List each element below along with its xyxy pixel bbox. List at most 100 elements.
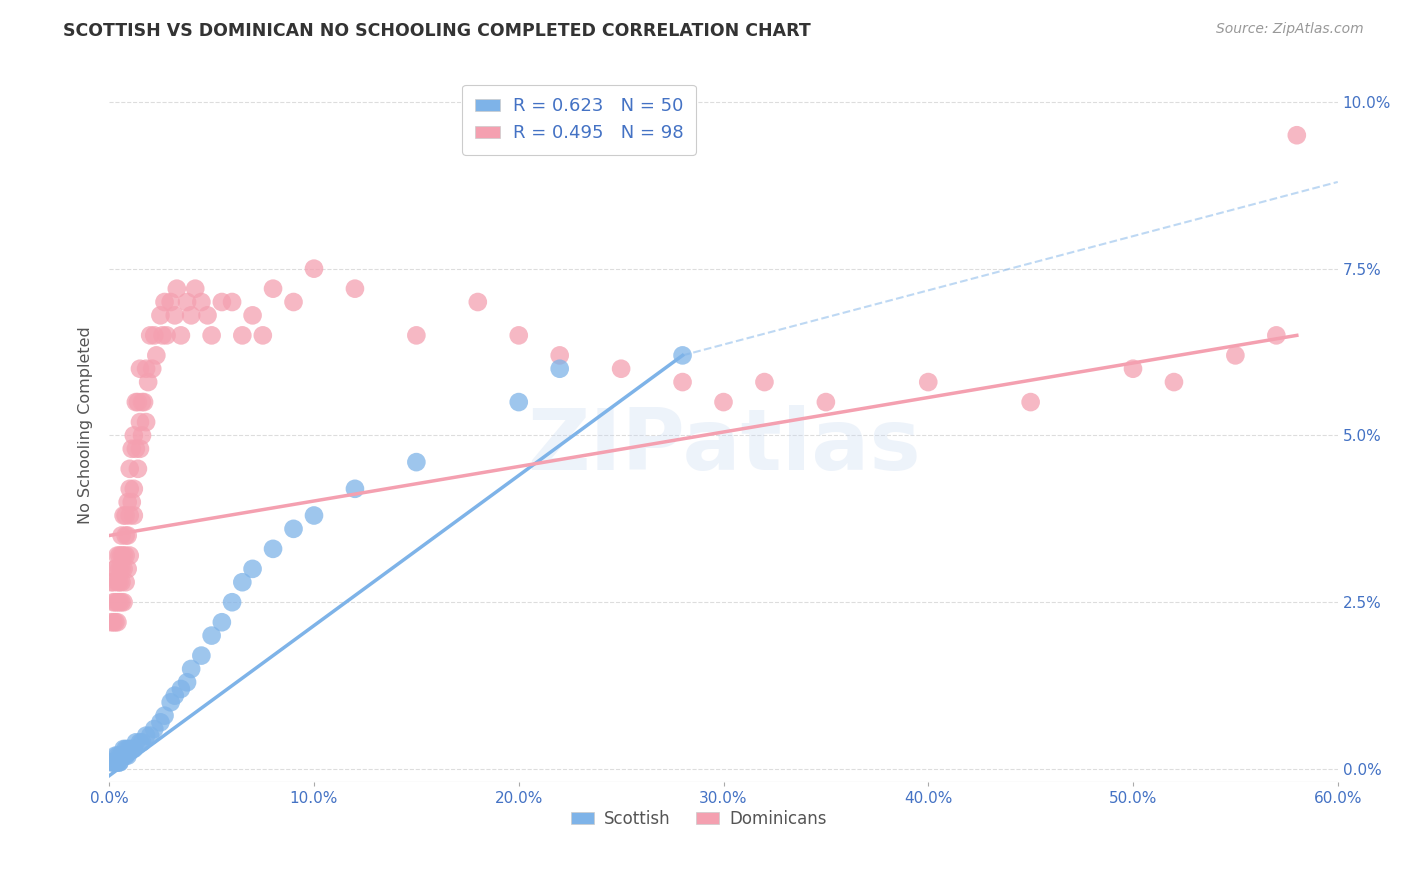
Point (242, 562, 264, 576)
Point (114, 508, 136, 523)
Point (104, 756, 127, 770)
Point (122, 482, 145, 496)
Point (125, 735, 148, 749)
Point (129, 442, 152, 456)
Point (110, 575, 132, 590)
Point (112, 508, 135, 523)
Point (252, 328, 274, 343)
Point (467, 295, 489, 310)
Point (508, 395, 530, 409)
Point (118, 482, 141, 496)
Point (184, 282, 207, 296)
Point (508, 328, 530, 343)
Point (104, 562, 127, 576)
Point (122, 508, 145, 523)
Point (107, 549, 129, 563)
Point (127, 395, 149, 409)
Legend: Scottish, Dominicans: Scottish, Dominicans (564, 804, 834, 835)
Point (159, 695, 181, 709)
Point (110, 748, 132, 763)
Point (104, 615, 127, 630)
Point (118, 742, 141, 756)
Point (117, 528, 139, 542)
Point (302, 261, 325, 276)
Point (548, 361, 571, 376)
Point (1265, 328, 1288, 343)
Point (131, 735, 153, 749)
Point (170, 328, 193, 343)
Point (103, 575, 125, 590)
Point (211, 615, 233, 630)
Point (180, 309, 202, 323)
Point (143, 328, 166, 343)
Point (262, 282, 284, 296)
Point (201, 328, 224, 343)
Point (155, 328, 177, 343)
Point (107, 756, 129, 770)
Point (114, 575, 136, 590)
Point (135, 361, 157, 376)
Point (118, 462, 141, 476)
Point (221, 595, 243, 609)
Point (262, 541, 284, 556)
Point (103, 756, 125, 770)
Point (1163, 375, 1185, 389)
Point (131, 428, 153, 442)
Point (104, 756, 127, 770)
Point (713, 395, 735, 409)
Point (112, 549, 135, 563)
Point (121, 742, 143, 756)
Point (302, 508, 325, 523)
Point (1285, 128, 1308, 143)
Y-axis label: No Schooling Completed: No Schooling Completed (79, 326, 93, 524)
Point (107, 575, 129, 590)
Point (149, 309, 172, 323)
Text: Source: ZipAtlas.com: Source: ZipAtlas.com (1216, 22, 1364, 37)
Point (114, 748, 136, 763)
Point (117, 748, 139, 763)
Point (149, 715, 172, 730)
Point (405, 455, 427, 469)
Point (135, 415, 157, 429)
Point (917, 375, 939, 389)
Point (211, 295, 233, 310)
Point (100, 756, 122, 770)
Point (671, 375, 693, 389)
Point (110, 748, 132, 763)
Point (108, 595, 131, 609)
Point (100, 615, 122, 630)
Point (153, 295, 176, 310)
Text: ZIPatlas: ZIPatlas (527, 405, 921, 488)
Point (117, 562, 139, 576)
Point (112, 595, 135, 609)
Point (118, 549, 141, 563)
Point (129, 415, 152, 429)
Point (176, 295, 198, 310)
Point (112, 742, 135, 756)
Point (129, 735, 152, 749)
Point (104, 562, 127, 576)
Point (112, 562, 135, 576)
Point (108, 748, 131, 763)
Point (405, 328, 427, 343)
Point (110, 528, 132, 542)
Point (121, 442, 143, 456)
Point (108, 549, 131, 563)
Point (1122, 361, 1144, 376)
Point (1019, 395, 1042, 409)
Point (110, 595, 132, 609)
Point (176, 675, 198, 690)
Point (143, 722, 166, 736)
Point (201, 629, 224, 643)
Point (343, 282, 366, 296)
Point (136, 375, 159, 389)
Point (166, 282, 188, 296)
Point (610, 361, 633, 376)
Point (127, 462, 149, 476)
Point (107, 595, 129, 609)
Text: SCOTTISH VS DOMINICAN NO SCHOOLING COMPLETED CORRELATION CHART: SCOTTISH VS DOMINICAN NO SCHOOLING COMPL… (63, 22, 811, 40)
Point (283, 295, 305, 310)
Point (103, 595, 125, 609)
Point (107, 615, 129, 630)
Point (114, 528, 136, 542)
